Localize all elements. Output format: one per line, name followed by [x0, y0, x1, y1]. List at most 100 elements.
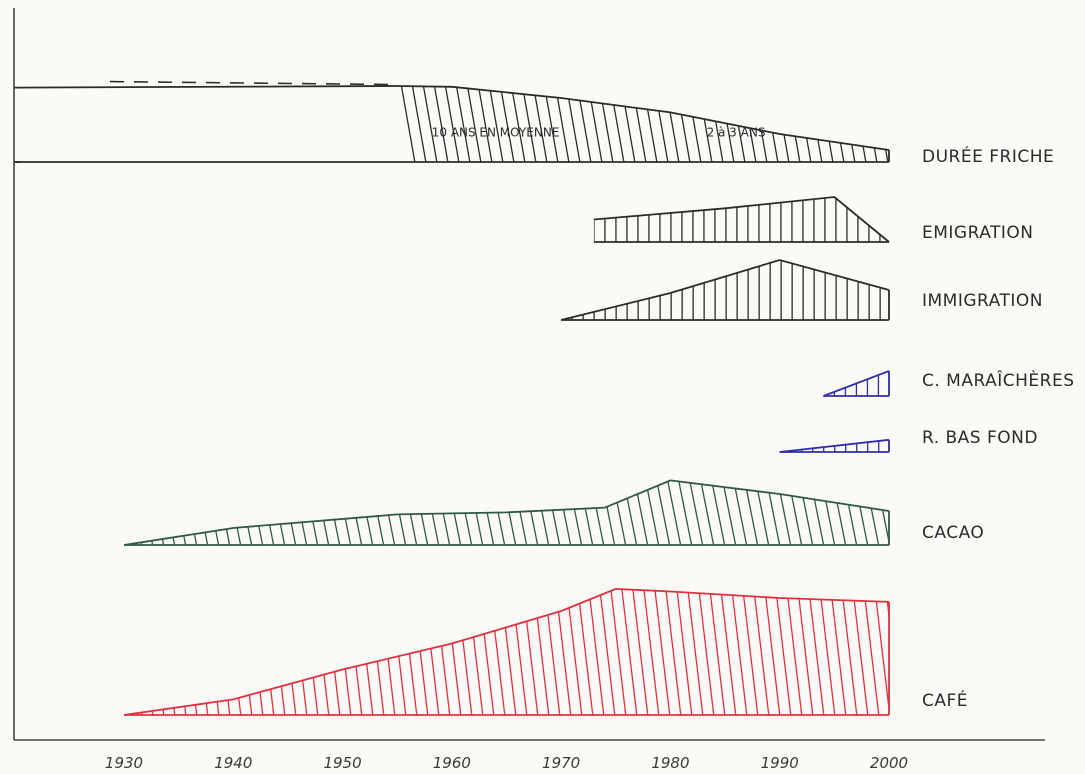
- hatch-line: [761, 480, 781, 545]
- hatch-line: [728, 588, 748, 715]
- hatch-line: [440, 86, 460, 162]
- hatch-line: [343, 480, 363, 545]
- hatch-line: [748, 86, 768, 162]
- hatch-line: [836, 86, 856, 162]
- series-c-mara-ch-res: [823, 370, 890, 397]
- hatch-line: [783, 480, 803, 545]
- hatch-line: [770, 86, 790, 162]
- x-tick-label: 1960: [433, 754, 471, 772]
- hatch-line: [420, 588, 440, 715]
- hatch-line: [739, 588, 759, 715]
- hatch-line: [365, 480, 385, 545]
- hatch-line: [376, 480, 396, 545]
- hatch-line: [233, 480, 253, 545]
- hatch-line: [618, 480, 638, 545]
- hatch-line: [530, 588, 550, 715]
- hatch-line: [222, 480, 242, 545]
- hatch-line: [561, 86, 581, 162]
- hatch-line: [530, 480, 550, 545]
- hatch-line: [497, 480, 517, 545]
- hatch-line: [574, 588, 594, 715]
- hatch-line: [847, 86, 867, 162]
- hatch-line: [387, 588, 407, 715]
- hatch-line: [429, 86, 449, 162]
- series-cacao: [123, 479, 890, 546]
- hatch-line: [728, 480, 748, 545]
- series-annotation: 10 ANS EN MOYENNE: [432, 125, 560, 139]
- hatch-line: [607, 588, 627, 715]
- hatch-line: [605, 86, 625, 162]
- hatch-line: [398, 588, 418, 715]
- series-immigration: [560, 259, 890, 321]
- hatch-line: [706, 480, 726, 545]
- hatch-line: [706, 588, 726, 715]
- hatch-line: [255, 588, 275, 715]
- hatch-line: [508, 480, 528, 545]
- hatch-line: [585, 588, 605, 715]
- series-r-bas-fond: [779, 438, 890, 453]
- hatch-line: [717, 588, 737, 715]
- hatch-line: [695, 480, 715, 545]
- hatch-line: [354, 480, 374, 545]
- series-annotation: 2 à 3 ANS: [707, 125, 766, 139]
- hatch-line: [838, 480, 858, 545]
- hatch-line: [222, 588, 242, 715]
- hatch-line: [365, 588, 385, 715]
- hatch-line: [266, 588, 286, 715]
- hatch-line: [495, 86, 515, 162]
- hatch-line: [772, 588, 792, 715]
- hatch-line: [750, 480, 770, 545]
- hatch-line: [585, 480, 605, 545]
- hatch-line: [651, 480, 671, 545]
- hatch-line: [552, 480, 572, 545]
- series-top-line: [823, 370, 890, 397]
- hatch-line: [343, 588, 363, 715]
- hatch-line: [442, 480, 462, 545]
- hatch-line: [629, 480, 649, 545]
- hatch-line: [310, 588, 330, 715]
- hatch-line: [541, 588, 561, 715]
- hatch-line: [849, 480, 869, 545]
- hatch-line: [715, 86, 735, 162]
- hatch-line: [519, 588, 539, 715]
- series-top-line: [593, 196, 890, 243]
- hatch-line: [431, 588, 451, 715]
- hatch-line: [451, 86, 471, 162]
- hatch-line: [508, 588, 528, 715]
- hatch-line: [761, 588, 781, 715]
- hatch-line: [124, 480, 143, 545]
- hatch-line: [332, 588, 352, 715]
- hatch-line: [673, 588, 693, 715]
- hatch-line: [354, 588, 374, 715]
- hatch-line: [475, 480, 495, 545]
- hatch-line: [704, 86, 724, 162]
- hatch-line: [145, 588, 165, 715]
- x-tick-label: 1970: [542, 754, 580, 772]
- hatch-line: [750, 588, 770, 715]
- hatch-line: [662, 480, 682, 545]
- hatch-line: [431, 480, 451, 545]
- hatch-line: [563, 480, 583, 545]
- hatch-line: [156, 588, 176, 715]
- hatch-line: [453, 480, 473, 545]
- hatch-line: [794, 588, 814, 715]
- hatch-line: [871, 480, 889, 545]
- hatch-line: [814, 86, 834, 162]
- hatch-line: [484, 86, 504, 162]
- hatch-line: [860, 588, 880, 715]
- hatch-line: [638, 86, 658, 162]
- hatch-line: [497, 588, 517, 715]
- x-tick-label: 1940: [214, 754, 252, 772]
- hatch-line: [792, 86, 812, 162]
- hatch-line: [572, 86, 592, 162]
- hatch-line: [124, 588, 143, 715]
- hatch-line: [255, 480, 275, 545]
- hatch-line: [462, 86, 482, 162]
- x-tick-label: 1980: [651, 754, 689, 772]
- hatch-line: [321, 588, 341, 715]
- hatch-line: [737, 86, 757, 162]
- series-hatch: [396, 86, 889, 162]
- hatch-line: [550, 86, 570, 162]
- hatch-line: [541, 480, 561, 545]
- hatch-line: [376, 588, 396, 715]
